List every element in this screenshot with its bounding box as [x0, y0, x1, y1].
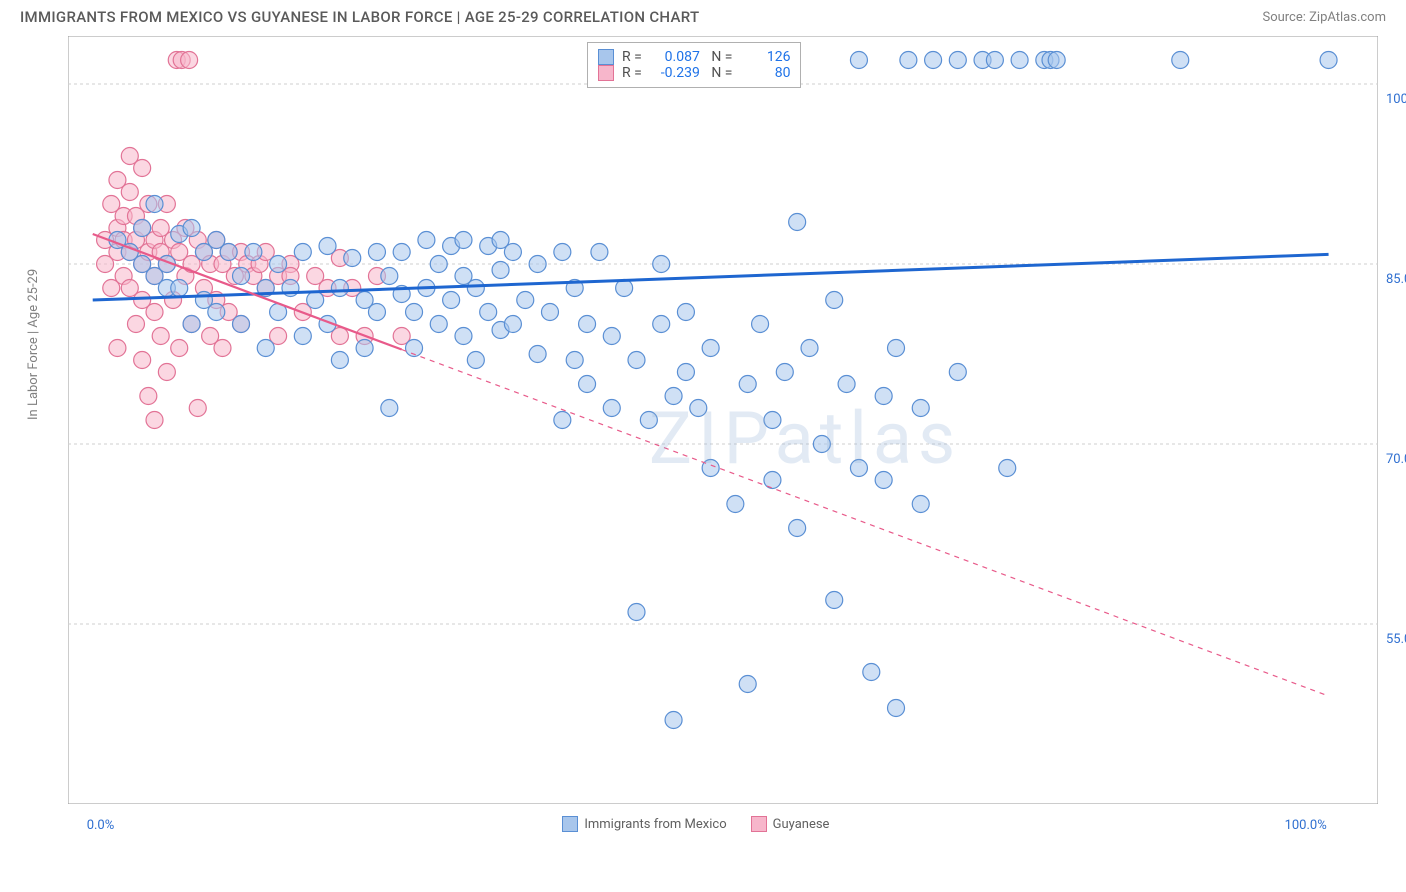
y-tick-label: 85.0% [1386, 272, 1406, 287]
swatch-series1 [598, 49, 614, 65]
r-label: R = [622, 65, 642, 81]
r-value-2: -0.239 [650, 65, 700, 81]
n-label: N = [708, 65, 733, 81]
legend-item-1: Immigrants from Mexico [562, 816, 726, 832]
legend-row-series2: R = -0.239 N = 80 [598, 65, 790, 81]
scatter-chart [68, 36, 1378, 804]
swatch-series2 [751, 816, 767, 832]
chart-container: ZIPatlas R = 0.087 N = 126 R = -0.239 N … [68, 36, 1406, 808]
page-title: IMMIGRANTS FROM MEXICO VS GUYANESE IN LA… [20, 8, 699, 26]
x-tick-label: 0.0% [87, 818, 115, 833]
source-label: Source: ZipAtlas.com [1262, 10, 1386, 25]
legend-label-1: Immigrants from Mexico [584, 817, 726, 832]
n-value-2: 80 [740, 65, 790, 81]
header: IMMIGRANTS FROM MEXICO VS GUYANESE IN LA… [0, 0, 1406, 32]
y-axis-label: In Labor Force | Age 25-29 [26, 269, 41, 420]
legend-label-2: Guyanese [773, 817, 830, 832]
n-value-1: 126 [740, 49, 790, 65]
correlation-legend: R = 0.087 N = 126 R = -0.239 N = 80 [587, 42, 801, 88]
r-label: R = [622, 49, 642, 65]
y-tick-label: 70.0% [1386, 452, 1406, 467]
swatch-series2 [598, 65, 614, 81]
r-value-1: 0.087 [650, 49, 700, 65]
legend-row-series1: R = 0.087 N = 126 [598, 49, 790, 65]
n-label: N = [708, 49, 733, 65]
y-tick-label: 55.0% [1386, 632, 1406, 647]
y-tick-label: 100.0% [1386, 92, 1406, 107]
swatch-series1 [562, 816, 578, 832]
legend-item-2: Guyanese [751, 816, 830, 832]
x-tick-label: 100.0% [1285, 818, 1327, 833]
series-legend: Immigrants from Mexico Guyanese [562, 816, 829, 832]
